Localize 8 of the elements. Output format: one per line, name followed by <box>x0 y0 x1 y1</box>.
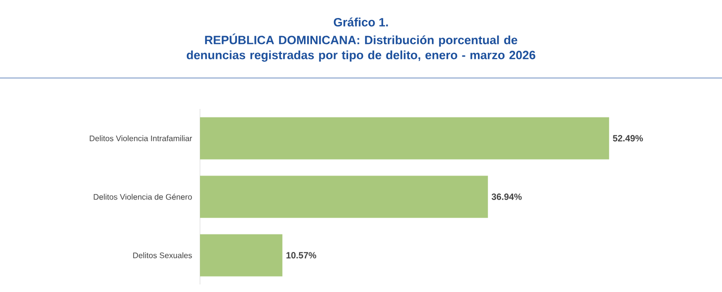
data-label: 10.57% <box>286 252 316 258</box>
data-label: 52.49% <box>612 135 643 142</box>
chart-title: Gráfico 1. <box>334 18 388 26</box>
y-tick-label: Delitos Violencia Intrafamiliar <box>90 135 192 142</box>
data-label: 36.94% <box>492 194 522 200</box>
y-tick-label: Delitos Sexuales <box>133 252 192 258</box>
y-tick-label: Delitos Violencia de Género <box>94 194 192 200</box>
chart-subtitle: REPÚBLICA DOMINICANA: Distribución porcentual de denuncias registradas por tipo de delito, enero - marzo 2026 <box>186 34 536 62</box>
